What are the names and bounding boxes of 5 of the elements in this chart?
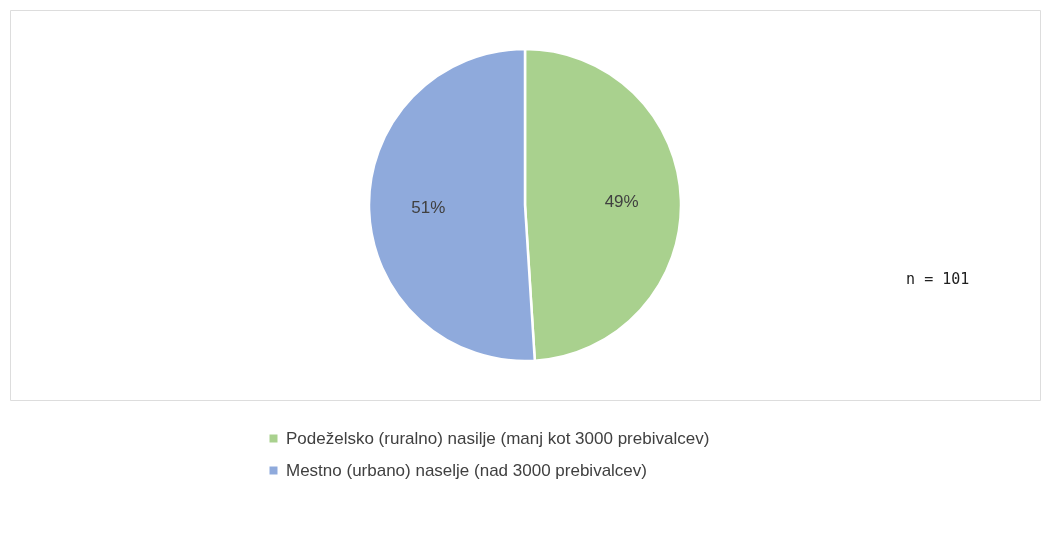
data-label: 49% <box>604 191 639 211</box>
data-label: 51% <box>411 198 446 218</box>
text: n = 101 <box>906 270 970 289</box>
legend-label: Podeželsko (ruralno) nasilje (manj kot 3000 prebivalcev) <box>286 428 710 448</box>
legend-label: Mestno (urbano) naselje (nad 3000 prebivalcev) <box>286 460 647 480</box>
